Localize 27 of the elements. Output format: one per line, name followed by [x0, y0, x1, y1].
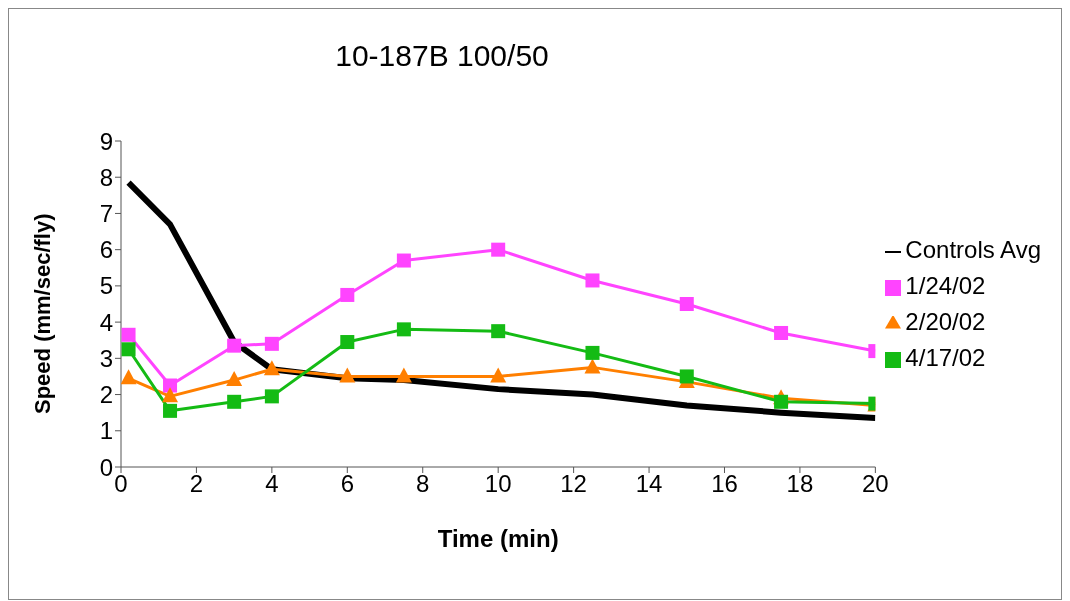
legend-label: 2/20/02: [905, 308, 986, 335]
y-tick-label: 9: [99, 127, 113, 155]
y-axis-title: Speed (mm/sec/fly): [29, 213, 55, 414]
y-tick-label: 6: [99, 236, 113, 264]
y-tick-label: 5: [99, 272, 113, 300]
y-tick-label: 1: [99, 417, 113, 445]
x-tick-label: 20: [862, 470, 889, 498]
y-tick-label: 2: [99, 381, 113, 409]
x-tick-label: 12: [560, 470, 587, 498]
y-tick-label: 4: [99, 308, 113, 336]
x-tick-label: 4: [265, 470, 279, 498]
x-axis-title: Time (min): [437, 525, 559, 552]
x-tick-label: 14: [635, 470, 663, 498]
y-tick-label: 7: [99, 199, 113, 227]
x-tick-label: 8: [416, 470, 430, 498]
x-tick-label: 18: [786, 470, 814, 498]
legend-label: 1/24/02: [905, 272, 986, 299]
x-tick-label: 6: [340, 470, 354, 498]
x-tick-label: 16: [711, 470, 738, 498]
legend-label: Controls Avg: [905, 236, 1041, 263]
y-tick-label: 0: [99, 453, 113, 481]
y-tick-label: 3: [99, 344, 113, 372]
chart-title: 10-187B 100/50: [334, 39, 550, 73]
x-tick-label: 2: [189, 470, 204, 498]
legend-label: 4/17/02: [905, 344, 986, 371]
x-tick-label: 10: [484, 470, 512, 498]
y-tick-label: 8: [99, 163, 113, 191]
